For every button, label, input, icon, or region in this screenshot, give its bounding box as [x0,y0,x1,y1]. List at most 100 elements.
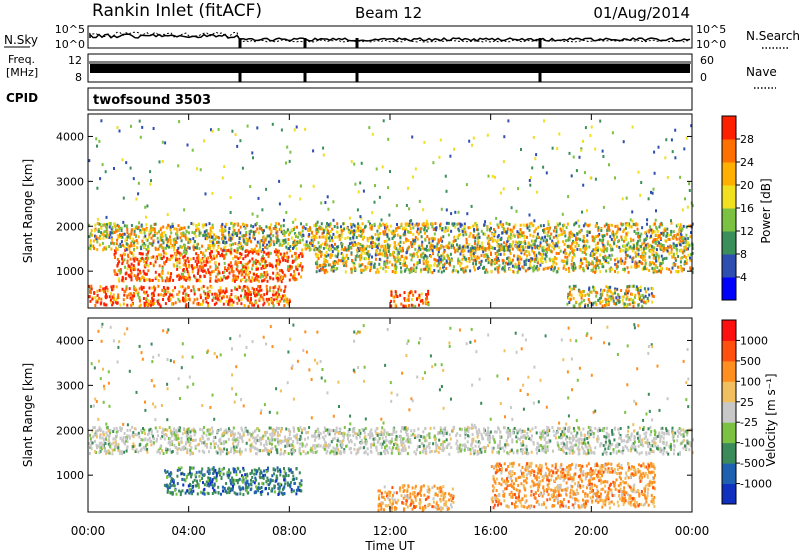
echo-pixel [179,253,182,257]
echo-pixel [208,235,211,239]
echo-pixel [652,246,655,250]
echo-pixel [110,227,113,231]
echo-pixel [503,241,505,245]
echo-pixel [248,236,251,240]
echo-pixel [593,256,596,260]
echo-pixel [123,245,126,249]
echo-pixel [265,284,268,288]
echo-pixel [177,246,180,250]
echo-pixel [532,135,535,139]
echo-pixel [454,249,457,253]
echo-pixel [574,266,577,270]
echo-pixel [253,261,256,265]
echo-pixel [650,286,653,290]
echo-pixel [251,151,254,155]
echo-pixel [317,257,320,261]
echo-pixel [88,235,91,239]
echo-pixel [497,266,500,270]
echo-pixel [492,262,495,265]
echo-pixel [556,147,559,151]
echo-pixel [517,187,520,191]
echo-pixel [270,229,273,233]
echo-pixel [291,236,293,240]
echo-pixel [120,226,123,230]
echo-pixel [450,258,453,262]
echo-pixel [495,261,498,265]
echo-pixel [188,263,191,267]
echo-pixel [122,220,125,224]
echo-pixel [609,269,612,273]
echo-pixel [592,301,595,305]
echo-pixel [680,234,683,238]
echo-pixel [222,248,225,252]
echo-pixel [233,279,236,283]
echo-pixel [215,254,218,258]
velocity-echoes [88,322,694,512]
echo-pixel [649,225,651,229]
echo-pixel [578,289,581,293]
echo-pixel [165,252,167,256]
echo-pixel [195,252,198,256]
echo-pixel [206,236,208,240]
echo-pixel [262,257,265,261]
freq-panel [87,53,693,83]
echo-pixel [252,235,255,239]
echo-pixel [410,245,413,248]
echo-pixel [234,255,237,259]
echo-pixel [126,296,129,300]
echo-pixel [379,252,382,256]
echo-pixel [569,245,572,249]
echo-pixel [128,274,131,278]
echo-pixel [625,289,628,293]
echo-pixel [615,302,618,305]
echo-pixel [439,258,442,261]
echo-pixel [590,268,593,272]
echo-pixel [472,235,475,239]
echo-pixel [364,225,366,229]
echo-pixel [620,235,623,239]
echo-pixel [402,304,405,308]
echo-pixel [197,269,200,273]
echo-pixel [433,257,436,261]
echo-pixel [415,266,418,270]
echo-pixel [258,279,261,283]
echo-pixel [407,239,410,243]
echo-pixel [676,248,679,252]
echo-pixel [571,256,574,260]
echo-pixel [130,303,133,307]
echo-pixel [346,226,349,230]
echo-pixel [331,227,334,231]
echo-pixel [662,228,665,232]
echo-pixel [653,222,656,226]
echo-pixel [665,267,668,271]
echo-pixel [365,257,367,261]
echo-pixel [682,241,685,245]
echo-pixel [153,302,156,305]
echo-pixel [132,177,135,181]
echo-pixel [353,229,356,233]
echo-pixel [104,225,107,228]
echo-pixel [422,301,425,305]
echo-pixel [577,244,580,248]
echo-pixel [462,233,465,237]
echo-pixel [225,268,228,272]
echo-pixel [514,223,517,227]
echo-pixel [519,223,522,227]
echo-pixel [384,232,387,236]
echo-pixel [367,239,370,243]
echo-pixel [568,301,571,304]
echo-pixel [397,259,400,263]
echo-pixel [533,254,536,257]
echo-pixel [274,248,277,252]
echo-pixel [370,223,373,227]
echo-pixel [576,232,579,236]
echo-pixel [173,241,176,245]
echo-pixel [665,138,668,142]
echo-pixel [612,296,615,300]
echo-pixel [280,230,283,234]
echo-pixel [109,231,112,235]
echo-pixel [599,270,602,274]
echo-pixel [211,270,213,274]
echo-pixel [362,230,365,233]
echo-pixel [599,248,602,252]
